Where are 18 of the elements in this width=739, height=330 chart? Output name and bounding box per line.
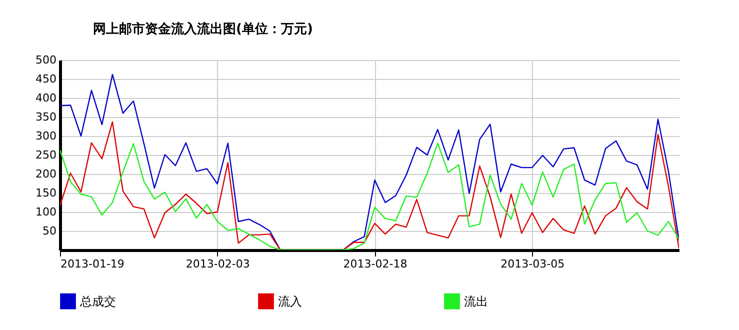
y-tick-label: 50 bbox=[42, 224, 56, 238]
y-tick-label: 300 bbox=[36, 130, 56, 142]
x-tick-label: 2013-01-19 bbox=[60, 258, 124, 270]
y-tick-label: 100 bbox=[36, 206, 56, 218]
y-tick-label: 350 bbox=[36, 110, 56, 124]
x-tick-label: 2013-02-03 bbox=[186, 258, 250, 270]
y-tick-label: 400 bbox=[36, 92, 56, 104]
x-tick-label: 2013-03-05 bbox=[500, 258, 565, 270]
x-tick-label: 2013-02-18 bbox=[343, 258, 408, 270]
y-tick-label: 450 bbox=[36, 72, 56, 86]
chart-title: 网上邮市资金流入流出图(单位：万元) bbox=[93, 21, 313, 37]
y-tick-label: 200 bbox=[36, 168, 56, 180]
legend-label: 总成交 bbox=[79, 294, 116, 308]
legend-label: 流入 bbox=[278, 294, 302, 308]
y-tick-label: 500 bbox=[36, 54, 56, 66]
legend-label: 流出 bbox=[464, 294, 488, 308]
y-tick-label: 250 bbox=[36, 148, 56, 162]
y-tick-label: 150 bbox=[36, 186, 56, 200]
